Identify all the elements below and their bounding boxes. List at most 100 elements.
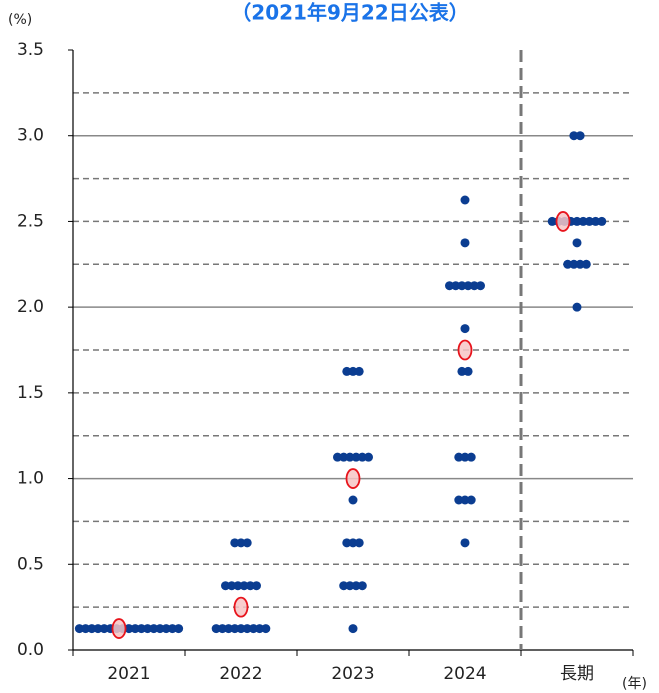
y-tick-label: 3.0 [17, 126, 44, 146]
dot [239, 581, 249, 591]
dot [575, 131, 585, 141]
dot [454, 495, 464, 505]
x-tick-label: 2022 [219, 664, 262, 684]
dot [230, 538, 240, 548]
dot [99, 624, 109, 634]
dot [333, 452, 342, 462]
dot [130, 624, 140, 634]
dot [348, 495, 358, 505]
dot [463, 366, 473, 376]
dot [227, 581, 237, 591]
dot [342, 366, 352, 376]
dot [569, 131, 579, 141]
dot [242, 538, 252, 548]
dot [167, 624, 177, 634]
dot [236, 538, 246, 548]
median [457, 339, 473, 361]
dot [93, 624, 103, 634]
dot [155, 624, 165, 634]
dot [457, 281, 467, 291]
median [555, 211, 571, 232]
x-tick-label: 2023 [331, 664, 374, 684]
dot [339, 452, 349, 462]
dot [460, 452, 470, 462]
y-tick-label: 0.5 [17, 554, 44, 574]
y-tick-label: 0.0 [17, 640, 44, 660]
dot [572, 238, 582, 248]
dot [445, 281, 454, 291]
dot [454, 452, 464, 462]
dot [217, 624, 227, 634]
dot [572, 302, 582, 312]
dot [261, 624, 271, 634]
y-tick-label: 2.5 [17, 211, 44, 231]
y-tick-label: 2.0 [17, 297, 44, 317]
dot [136, 624, 146, 634]
dot [236, 624, 246, 634]
dot [460, 538, 470, 548]
median [345, 468, 361, 489]
dot [143, 624, 153, 634]
dot [348, 538, 358, 548]
dot [248, 624, 258, 634]
y-tick-label: 1.0 [17, 469, 44, 489]
dot [584, 216, 594, 226]
dot [124, 624, 134, 634]
dot [345, 452, 355, 462]
dot [354, 538, 364, 548]
y-tick-label: 3.5 [17, 40, 44, 60]
dot [221, 581, 230, 591]
dot [466, 495, 476, 505]
y-tick-label: 1.5 [17, 383, 44, 403]
dot [81, 624, 91, 634]
x-tick-label: 長期 [560, 664, 594, 684]
dot [463, 281, 473, 291]
dot [364, 452, 373, 462]
dot [457, 366, 467, 376]
dot [460, 495, 470, 505]
dot [348, 624, 358, 634]
dot [74, 624, 84, 634]
dot [161, 624, 171, 634]
x-tick-label: 2024 [443, 664, 486, 684]
dot [572, 216, 582, 226]
dot [211, 624, 221, 634]
dot [252, 581, 261, 591]
dot [581, 259, 591, 269]
dot [597, 216, 607, 226]
dot [351, 581, 361, 591]
dot [174, 624, 184, 634]
dot [460, 324, 470, 334]
chart-title: （2021年9月22日公表） [231, 1, 468, 25]
x-unit: (年) [622, 676, 647, 692]
dot [345, 581, 355, 591]
x-tick-label: 2021 [107, 664, 150, 684]
dot [578, 216, 588, 226]
dot [469, 281, 479, 291]
dot [351, 452, 361, 462]
dot [476, 281, 485, 291]
dot [339, 581, 349, 591]
dot [357, 452, 367, 462]
dot [569, 259, 579, 269]
dot [242, 624, 252, 634]
dot [451, 281, 461, 291]
dot [348, 366, 358, 376]
dot [233, 581, 243, 591]
dot [575, 259, 585, 269]
dot [224, 624, 234, 634]
dot [547, 216, 557, 226]
dot [245, 581, 255, 591]
dot [149, 624, 159, 634]
y-unit: (%) [8, 12, 32, 28]
dot [460, 195, 470, 205]
dot [342, 538, 352, 548]
dot [357, 581, 367, 591]
dot [354, 366, 364, 376]
dot [87, 624, 97, 634]
median [111, 618, 127, 639]
dot [563, 259, 573, 269]
dot [230, 624, 240, 634]
dot [466, 452, 476, 462]
